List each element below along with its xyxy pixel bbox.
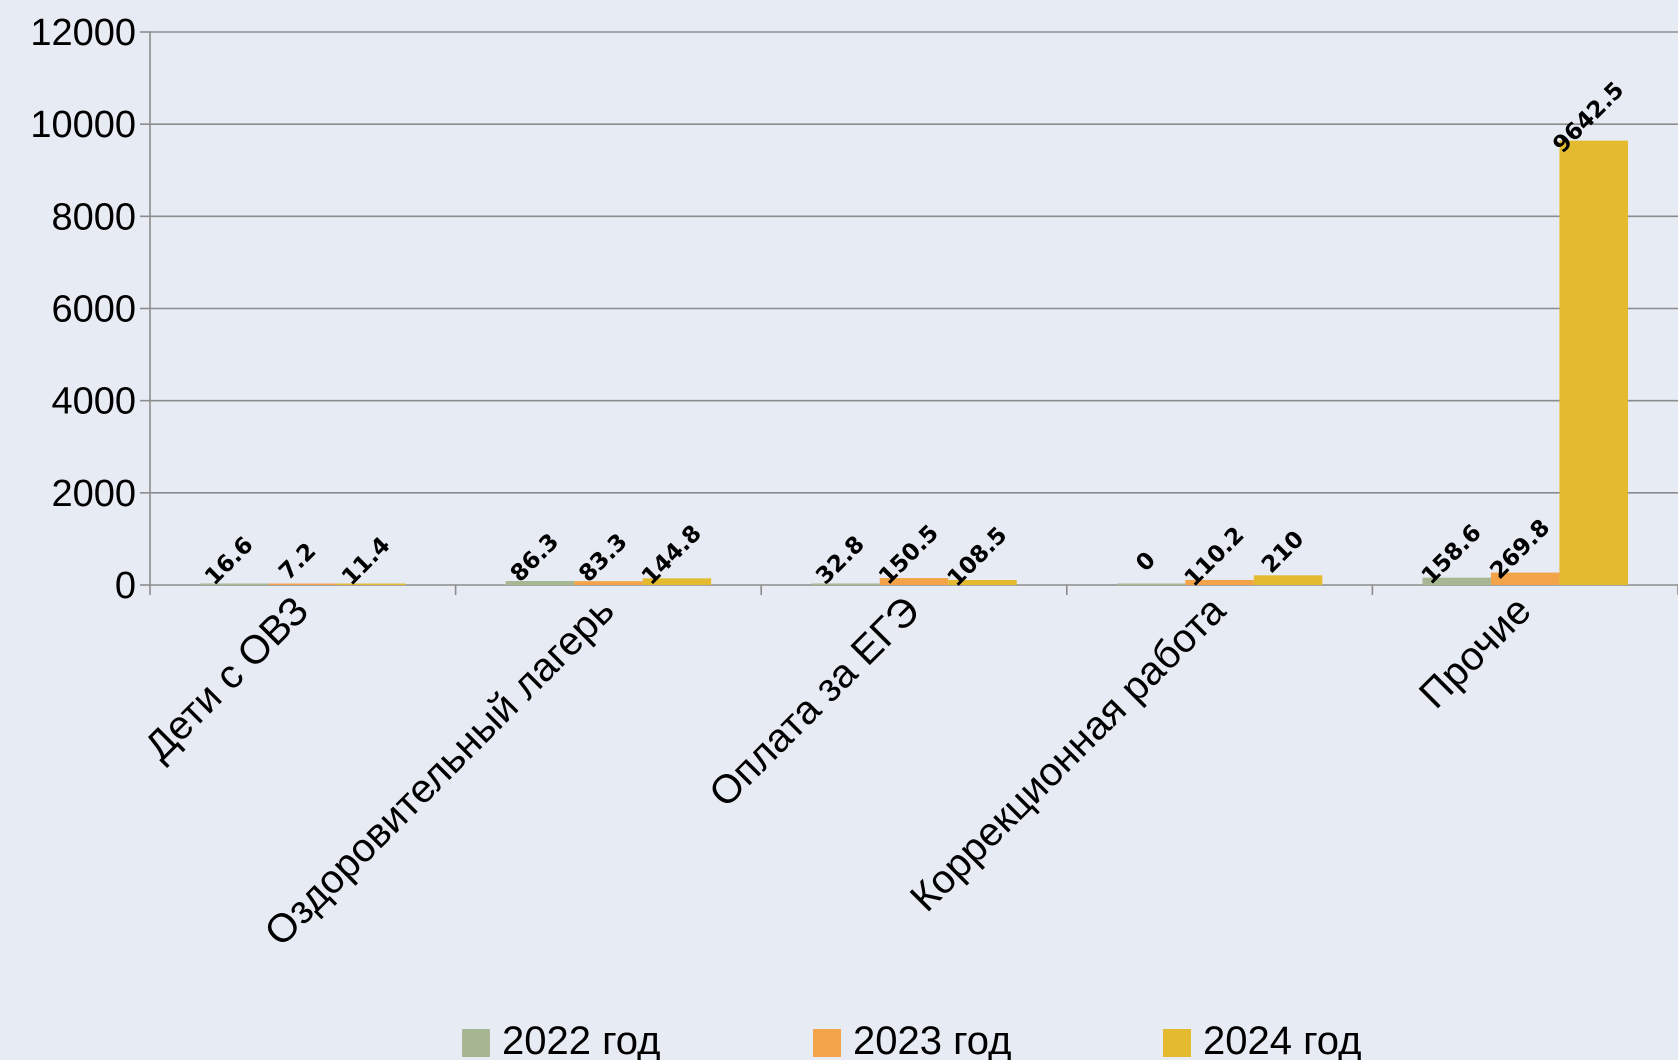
data-label: 16.6 — [200, 532, 259, 591]
bar-2023-год — [1185, 579, 1254, 585]
data-label: 83.3 — [574, 529, 633, 588]
data-label: 7.2 — [274, 538, 321, 585]
legend-swatch — [462, 1029, 490, 1057]
data-label: 11.4 — [337, 532, 396, 591]
y-tick-label: 2000 — [51, 473, 136, 515]
legend: 2022 год 2023 год 2024 год — [462, 1019, 1362, 1060]
legend-label: 2024 год — [1203, 1019, 1362, 1060]
tick-labels: 0 2000 4000 6000 8000 10000 12000 Дети с ОВЗОзд… — [30, 12, 1539, 955]
y-tick-label: 12000 — [30, 12, 136, 54]
bar-2024-год — [1559, 140, 1628, 585]
x-category-label: Коррекционная работа — [902, 588, 1234, 920]
data-label: 86.3 — [506, 529, 565, 588]
bar-2024-год — [1253, 575, 1323, 585]
legend-label: 2022 год — [502, 1019, 661, 1060]
axes — [140, 31, 1678, 595]
x-category-label: Дети с ОВЗ — [136, 588, 317, 769]
grid-lines — [150, 31, 1678, 494]
y-tick-label: 8000 — [51, 196, 136, 238]
x-category-label: Оздоровительный лагерь — [256, 588, 622, 954]
bar-2022-год — [505, 581, 575, 585]
bars — [200, 140, 1628, 585]
y-tick-label: 10000 — [30, 104, 136, 146]
x-category-label: Оплата за ЕГЭ — [701, 588, 928, 815]
bar-2024-год — [948, 579, 1017, 585]
legend-swatch — [813, 1029, 841, 1057]
bar-2024-год — [337, 583, 406, 585]
bar-2023-год — [268, 583, 338, 585]
bar-2023-год — [1490, 572, 1560, 585]
bar-2022-год — [1422, 577, 1491, 585]
bar-2022-год — [1116, 583, 1186, 585]
legend-label: 2023 год — [853, 1019, 1012, 1060]
y-tick-label: 6000 — [51, 289, 136, 331]
data-labels: 16.6 86.3 32.8 0 158.67.2 83.3 150.5 110.2 269.8… — [200, 77, 1629, 592]
data-label: 0 — [1131, 547, 1161, 577]
data-label: 32.8 — [811, 531, 870, 590]
x-category-label: Прочие — [1411, 588, 1540, 717]
bar-2023-год — [574, 581, 643, 585]
bar-2022-год — [200, 583, 269, 585]
bar-2024-год — [642, 578, 712, 585]
bar-2023-год — [879, 578, 949, 585]
data-label: 210 — [1257, 526, 1309, 578]
bar-2022-год — [811, 583, 880, 585]
y-tick-label: 0 — [115, 565, 136, 607]
legend-swatch — [1163, 1029, 1191, 1057]
y-tick-label: 4000 — [51, 381, 136, 423]
